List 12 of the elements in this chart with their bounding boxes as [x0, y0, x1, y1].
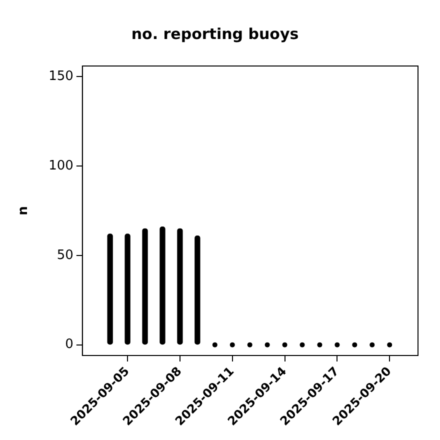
bar: [160, 226, 166, 345]
y-tick-label: 100: [48, 158, 74, 174]
y-tick-label: 50: [56, 248, 74, 263]
chart-title: no. reporting buoys: [131, 24, 299, 43]
bar: [194, 235, 200, 345]
bar: [142, 228, 148, 345]
y-axis-title: n: [16, 206, 32, 216]
y-tick-label: 150: [48, 69, 74, 84]
bar: [107, 234, 113, 345]
bar: [177, 228, 183, 345]
y-tick-label: 0: [65, 337, 74, 352]
bar: [124, 234, 130, 345]
